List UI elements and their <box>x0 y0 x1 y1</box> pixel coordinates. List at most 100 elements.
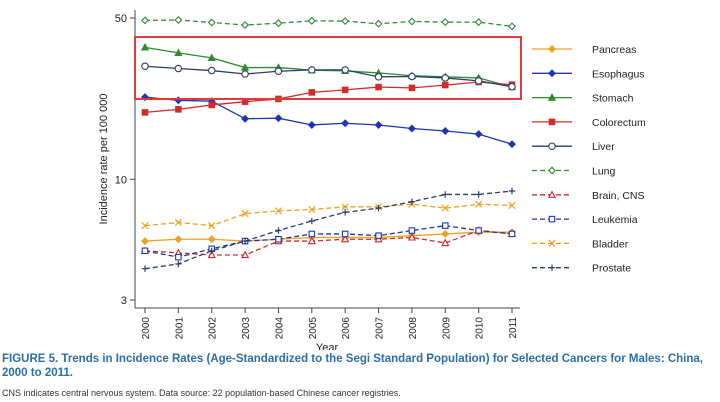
legend-label-pancreas: Pancreas <box>592 44 636 56</box>
legend-item-colorectum: Colorectum <box>532 117 646 129</box>
legend-label-prostate: Prostate <box>592 263 631 275</box>
incidence-chart: 3 10 50 2000 2001 2002 2003 2004 2005 2006 2007 200… <box>98 10 646 350</box>
series-line-brain-cns <box>144 229 513 256</box>
legend-item-stomach: Stomach <box>532 93 634 105</box>
data-point-liver <box>341 66 349 74</box>
data-point-lung <box>207 18 216 27</box>
x-axis-title: Year <box>316 342 339 350</box>
data-point-colorectum <box>408 84 416 92</box>
legend-marker-liver <box>548 142 556 150</box>
data-point-esophagus <box>141 93 149 102</box>
data-point-colorectum <box>308 89 316 96</box>
data-point-stomach <box>174 48 183 57</box>
data-point-liver <box>508 82 516 91</box>
data-point-esophagus <box>241 114 250 123</box>
x-tick-label: 2001 <box>174 317 185 340</box>
legend-marker-lung <box>548 166 556 175</box>
data-point-prostate <box>508 187 516 195</box>
data-point-esophagus <box>307 120 316 129</box>
data-point-prostate <box>141 265 149 272</box>
legend-item-lung: Lung <box>532 166 616 178</box>
data-point-brain-cns <box>207 250 216 259</box>
data-point-liver <box>408 72 416 81</box>
data-point-prostate <box>375 204 382 212</box>
data-point-esophagus <box>274 114 283 123</box>
data-point-bladder <box>141 222 149 230</box>
x-tick-label: 2005 <box>308 317 319 340</box>
data-point-leukemia <box>308 230 316 238</box>
data-point-liver <box>241 70 249 78</box>
data-point-prostate <box>408 198 416 205</box>
x-tick-label: 2011 <box>508 317 519 339</box>
y-tick-label: 10 <box>115 174 127 186</box>
legend-label-leukemia: Leukemia <box>592 214 638 226</box>
legend-item-bladder: Bladder <box>532 238 629 250</box>
data-point-prostate <box>442 191 449 198</box>
x-tick-label: 2009 <box>441 317 452 340</box>
data-point-brain-cns <box>240 250 250 259</box>
data-point-liver <box>207 66 216 75</box>
data-point-pancreas <box>207 235 216 244</box>
data-point-lung <box>374 19 383 28</box>
data-point-bladder <box>508 201 516 210</box>
data-point-prostate <box>241 237 249 245</box>
series-layer <box>140 16 517 272</box>
data-point-esophagus <box>474 130 483 139</box>
data-point-liver <box>374 73 383 81</box>
series-line-lung <box>144 19 513 28</box>
data-point-leukemia <box>341 230 349 238</box>
data-point-colorectum <box>442 81 449 89</box>
data-point-esophagus <box>407 124 416 133</box>
data-point-prostate <box>175 260 182 268</box>
legend: Pancreas Esophagus Stomach Colorectum Liver L… <box>532 44 646 275</box>
legend-marker-pancreas <box>548 45 556 53</box>
x-tick-label: 2010 <box>475 317 486 340</box>
data-point-leukemia <box>275 235 282 243</box>
data-point-esophagus <box>508 140 516 149</box>
data-point-bladder <box>174 218 182 227</box>
data-point-lung <box>141 16 149 25</box>
data-point-lung <box>407 17 416 26</box>
legend-label-esophagus: Esophagus <box>592 68 645 80</box>
legend-label-colorectum: Colorectum <box>592 117 646 129</box>
data-point-prostate <box>341 209 349 216</box>
data-point-leukemia <box>442 222 449 229</box>
data-point-lung <box>274 19 283 28</box>
legend-marker-leukemia <box>548 215 556 223</box>
data-point-lung <box>441 18 450 27</box>
data-point-colorectum <box>341 86 349 94</box>
legend-item-prostate: Prostate <box>532 263 631 275</box>
data-point-pancreas <box>174 235 183 244</box>
series-line-liver <box>144 65 513 88</box>
data-point-stomach <box>207 53 216 61</box>
figure-caption: FIGURE 5. Trends in Incidence Rates (Age… <box>2 353 703 379</box>
data-point-bladder <box>475 200 483 208</box>
data-point-colorectum <box>141 109 149 116</box>
x-tick-label: 2008 <box>408 317 419 340</box>
series-line-colorectum <box>144 81 513 114</box>
data-point-colorectum <box>208 101 215 109</box>
data-point-lung <box>508 22 516 31</box>
data-point-prostate <box>475 191 482 198</box>
series-line-stomach <box>144 46 513 88</box>
series-line-prostate <box>144 190 513 270</box>
data-point-colorectum <box>175 106 182 113</box>
axis-ticks: 3 10 50 2000 2001 2002 2003 2004 2005 2006 2007 200… <box>115 13 519 339</box>
data-point-leukemia <box>175 253 182 261</box>
legend-item-leukemia: Leukemia <box>532 214 638 226</box>
data-point-esophagus <box>441 126 450 135</box>
data-point-lung <box>307 16 316 25</box>
data-point-bladder <box>274 207 283 215</box>
x-tick-label: 2006 <box>341 317 352 340</box>
data-point-colorectum <box>375 83 382 91</box>
legend-marker-prostate <box>548 264 556 271</box>
series-line-bladder <box>144 203 513 227</box>
data-point-bladder <box>208 222 216 230</box>
series-prostate <box>141 187 516 272</box>
x-tick-label: 2002 <box>208 317 219 340</box>
data-point-prostate <box>308 217 316 225</box>
series-liver <box>141 62 516 91</box>
data-point-leukemia <box>408 227 416 234</box>
legend-marker-esophagus <box>548 69 556 78</box>
legend-item-brain-cns: Brain, CNS <box>532 190 645 202</box>
